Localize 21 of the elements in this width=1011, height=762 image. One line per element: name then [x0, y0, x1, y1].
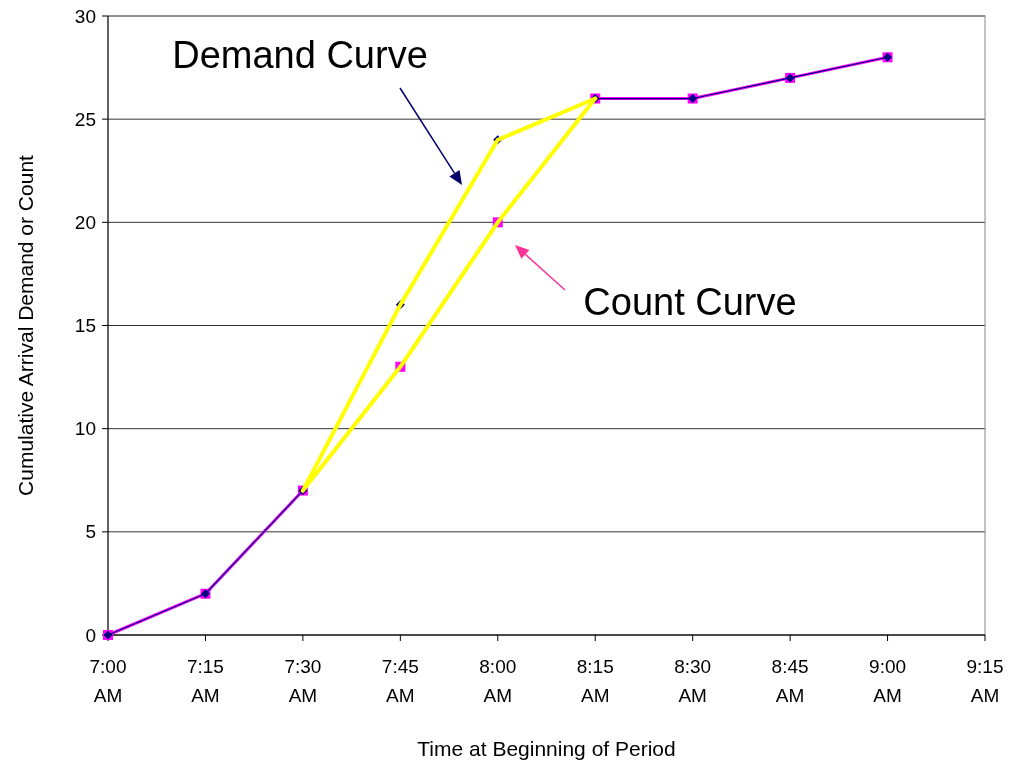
annotation: Demand Curve	[172, 34, 428, 77]
x-tick-label: 7:30 AM	[284, 656, 322, 706]
x-tick-label: 7:00 AM	[89, 656, 127, 706]
y-axis-title: Cumulative Arrival Demand or Count	[14, 154, 37, 496]
y-tick-label: 25	[74, 108, 96, 130]
x-tick-label: 9:15 AM	[966, 656, 1004, 706]
annotation: Count Curve	[583, 281, 797, 324]
x-tick-label: 8:45 AM	[771, 656, 809, 706]
y-tick-label: 15	[74, 315, 96, 337]
x-axis-title: Time at Beginning of Period	[417, 737, 676, 760]
y-tick-label: 5	[85, 521, 96, 543]
y-tick-label: 30	[74, 5, 96, 27]
y-tick-label: 0	[85, 624, 96, 646]
y-tick-label: 10	[74, 418, 96, 440]
x-tick-label: 9:00 AM	[869, 656, 907, 706]
x-tick-label: 8:15 AM	[576, 656, 614, 706]
x-tick-label: 7:15 AM	[186, 656, 224, 706]
x-tick-label: 8:30 AM	[674, 656, 712, 706]
x-tick-label: 7:45 AM	[381, 656, 419, 706]
y-tick-label: 20	[74, 211, 96, 233]
x-tick-label: 8:00 AM	[479, 656, 517, 706]
